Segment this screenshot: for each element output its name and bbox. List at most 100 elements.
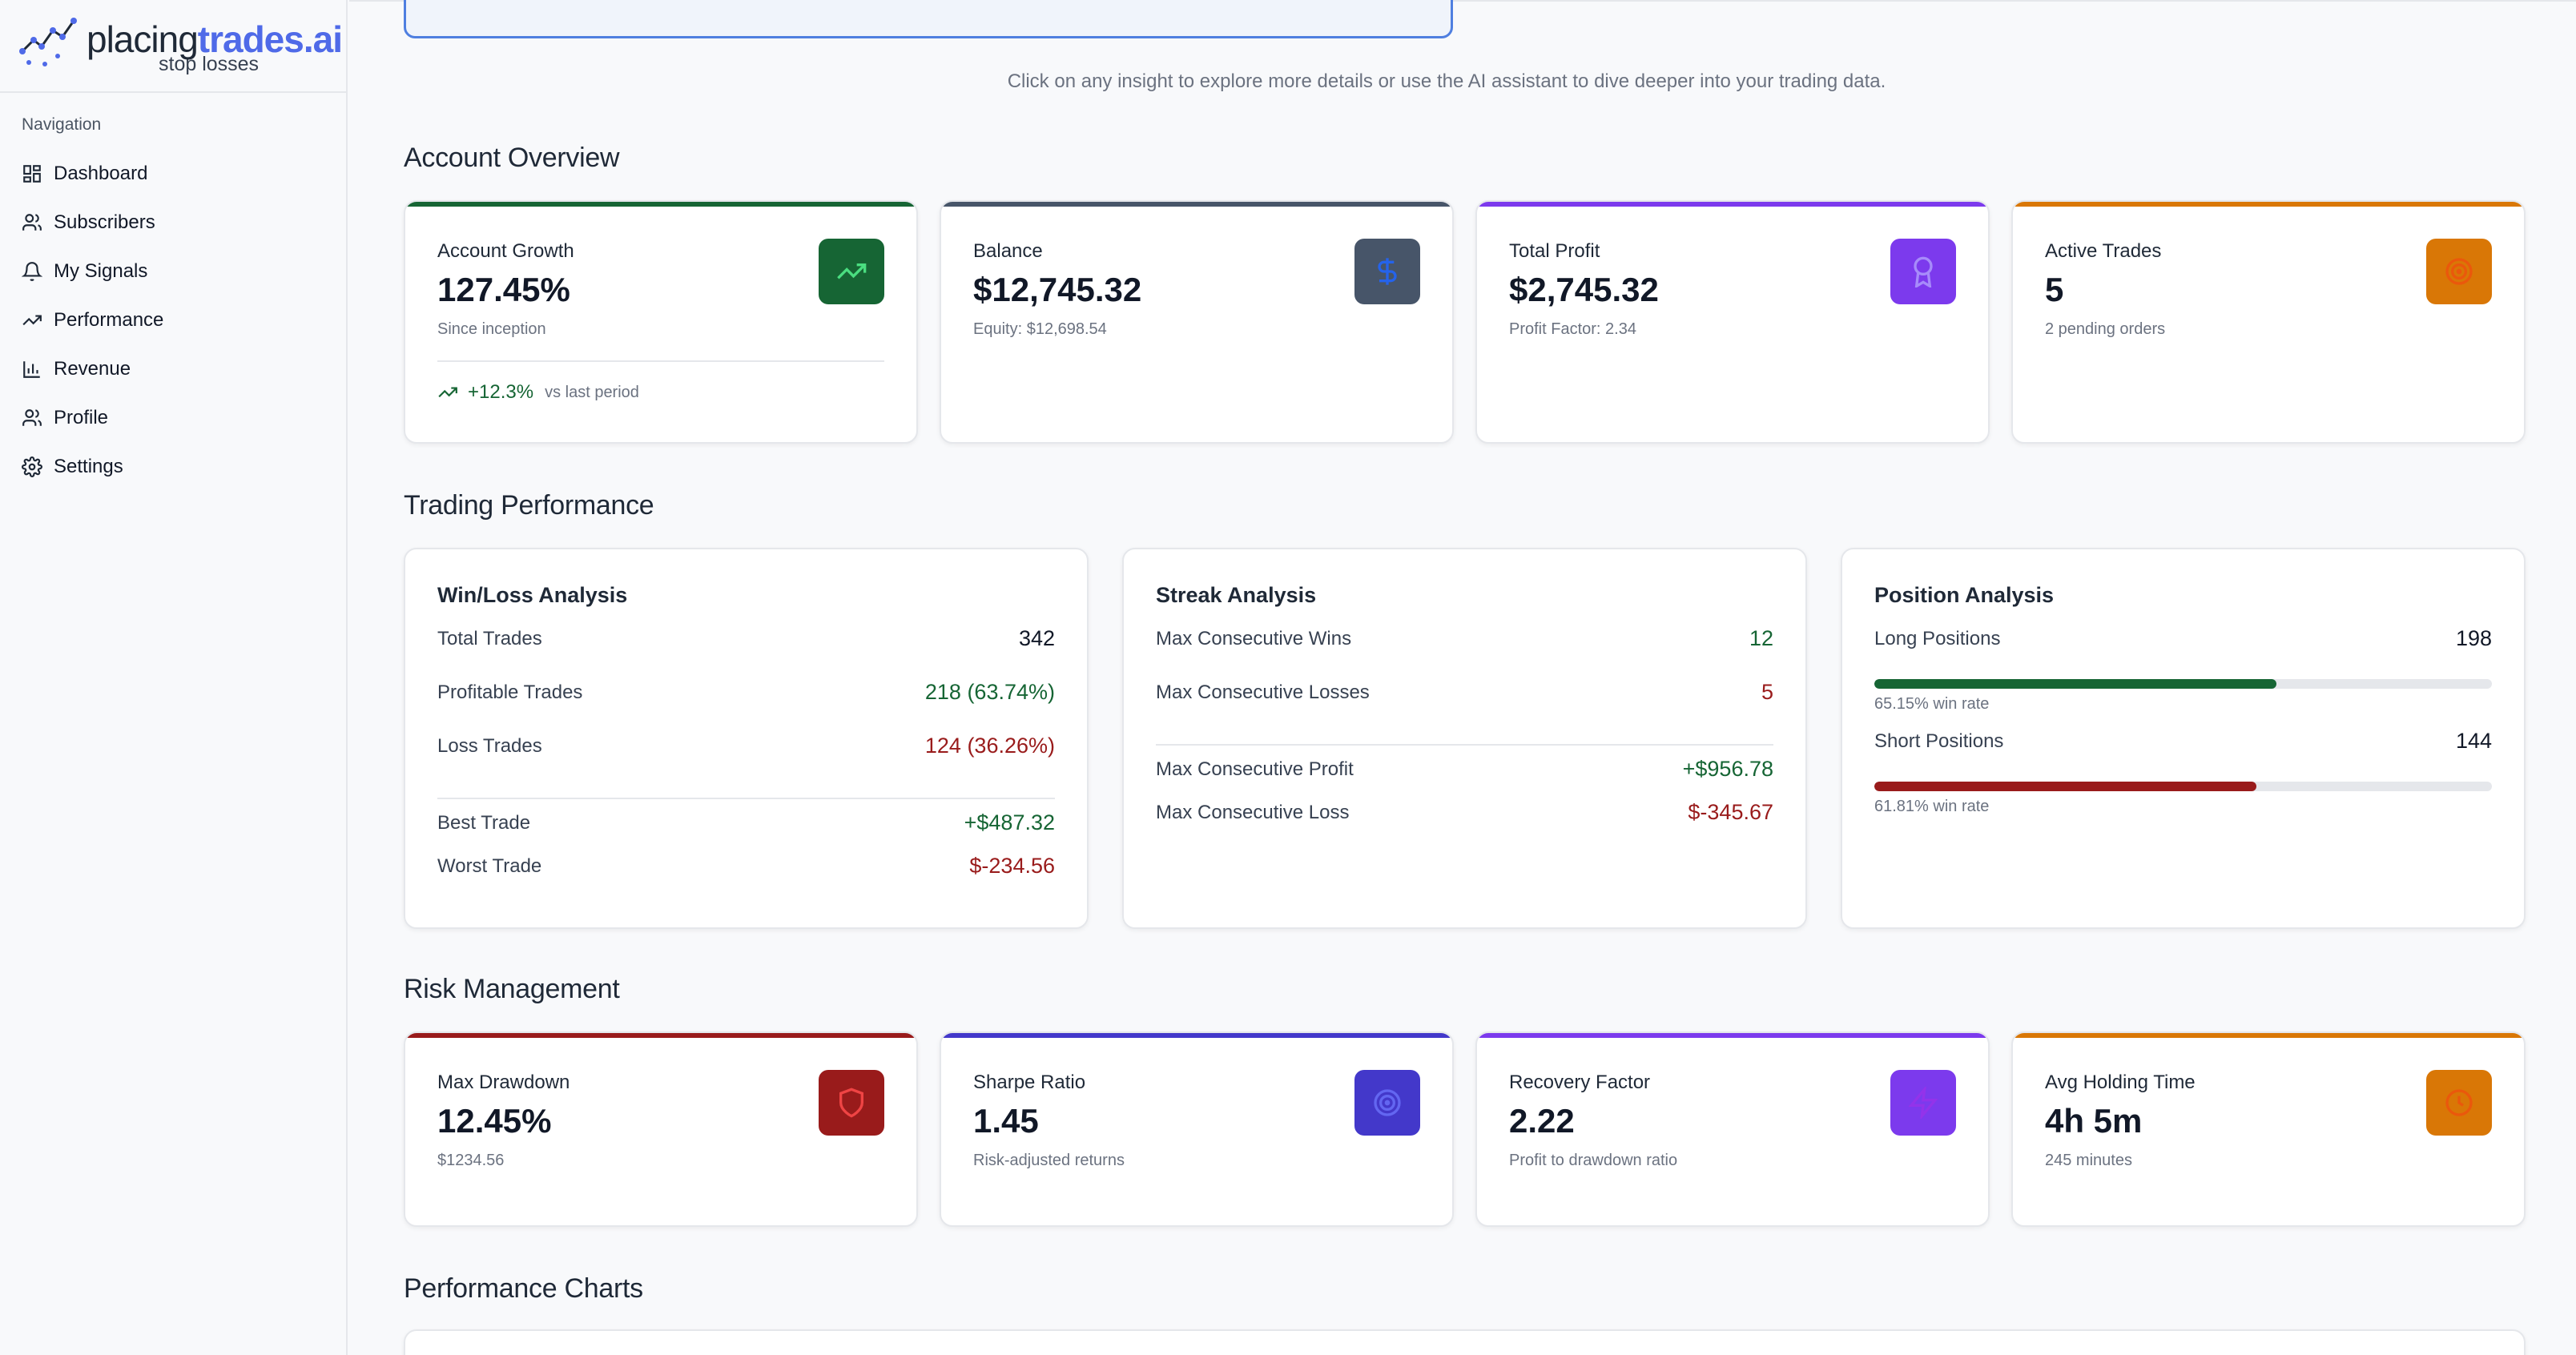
stat-value: 127.45% xyxy=(437,271,570,308)
stat-label: Total Profit xyxy=(1509,240,1600,262)
trending-up-icon xyxy=(438,387,457,398)
insights-panel[interactable] xyxy=(404,0,1453,38)
dollar-icon xyxy=(1354,239,1420,304)
long-progress-bar xyxy=(1874,679,2492,689)
position-analysis-card[interactable]: Position Analysis Long Positions 198 65.… xyxy=(1841,548,2526,929)
section-title-trading-performance: Trading Performance xyxy=(404,490,654,521)
clock-icon xyxy=(2426,1070,2492,1136)
insights-hint: Click on any insight to explore more det… xyxy=(1007,70,1886,92)
performance-charts-card[interactable] xyxy=(404,1329,2526,1355)
gear-icon xyxy=(22,456,42,477)
win-loss-card[interactable]: Win/Loss Analysis Total Trades 342 Profi… xyxy=(404,548,1089,929)
streak-card[interactable]: Streak Analysis Max Consecutive Wins 12 … xyxy=(1122,548,1807,929)
metric-value: $-234.56 xyxy=(969,854,1055,878)
sidebar-item-subscribers[interactable]: Subscribers xyxy=(22,198,326,247)
stat-value: 4h 5m xyxy=(2045,1102,2143,1140)
stat-value: 12.45% xyxy=(437,1102,552,1140)
sidebar-item-label: Performance xyxy=(54,308,164,331)
metric-row: Max Consecutive Wins 12 xyxy=(1156,626,1773,651)
sidebar-item-label: Subscribers xyxy=(54,211,155,233)
shield-icon xyxy=(819,1070,884,1136)
metric-label: Max Consecutive Loss xyxy=(1156,801,1350,823)
metric-label: Worst Trade xyxy=(437,854,542,877)
brand-name-highlight: trades.ai xyxy=(197,18,343,60)
progress-fill xyxy=(1874,782,2256,791)
brand[interactable]: placingtrades.ai stop losses xyxy=(0,0,346,93)
brand-name: placingtrades.ai xyxy=(87,18,343,61)
target-icon xyxy=(1354,1070,1420,1136)
top-divider xyxy=(349,0,2576,2)
metric-value: $-345.67 xyxy=(1688,800,1773,824)
stat-label: Account Growth xyxy=(437,240,574,262)
stat-value: $12,745.32 xyxy=(973,271,1142,308)
trending-up-icon xyxy=(22,315,42,325)
recovery-factor-card[interactable]: Recovery Factor 2.22 Profit to drawdown … xyxy=(1475,1031,1990,1227)
stat-subtext: 2 pending orders xyxy=(2045,320,2166,338)
award-icon xyxy=(1890,239,1956,304)
stat-value: 1.45 xyxy=(973,1102,1039,1140)
users-icon xyxy=(22,408,42,426)
sidebar-item-profile[interactable]: Profile xyxy=(22,393,326,442)
metric-label: Best Trade xyxy=(437,811,531,834)
metric-row: Worst Trade $-234.56 xyxy=(437,854,1055,879)
max-drawdown-card[interactable]: Max Drawdown 12.45% $1234.56 xyxy=(404,1031,918,1227)
card-title: Position Analysis xyxy=(1874,583,2055,607)
total-profit-card[interactable]: Total Profit $2,745.32 Profit Factor: 2.… xyxy=(1475,200,1990,444)
card-accent xyxy=(1477,1033,1988,1038)
card-accent xyxy=(941,202,1452,207)
target-icon xyxy=(2426,239,2492,304)
win-rate-caption: 61.81% win rate xyxy=(1874,798,1990,815)
metric-value: +$956.78 xyxy=(1682,757,1773,781)
stat-subtext: Since inception xyxy=(437,320,546,338)
card-accent xyxy=(1477,202,1988,207)
trend-value: +12.3% xyxy=(468,381,534,403)
metric-value: 144 xyxy=(2455,729,2492,753)
sidebar-item-my-signals[interactable]: My Signals xyxy=(22,247,326,296)
metric-row: Long Positions 198 xyxy=(1874,626,2492,651)
stat-value: 2.22 xyxy=(1509,1102,1575,1140)
card-accent xyxy=(941,1033,1452,1038)
metric-value: 124 (36.26%) xyxy=(924,734,1055,758)
stat-subtext: 245 minutes xyxy=(2045,1152,2132,1169)
sidebar-item-label: Profile xyxy=(54,406,109,428)
card-accent xyxy=(405,1033,916,1038)
divider xyxy=(1156,744,1773,746)
sidebar-item-dashboard[interactable]: Dashboard xyxy=(22,149,326,198)
avg-holding-time-card[interactable]: Avg Holding Time 4h 5m 245 minutes xyxy=(2011,1031,2526,1227)
section-title-performance-charts: Performance Charts xyxy=(404,1273,643,1304)
metric-row: Short Positions 144 xyxy=(1874,729,2492,754)
zap-icon xyxy=(1890,1070,1956,1136)
card-title: Win/Loss Analysis xyxy=(437,583,628,607)
metric-label: Long Positions xyxy=(1874,627,2001,649)
stat-subtext: $1234.56 xyxy=(437,1152,505,1169)
metric-value: 5 xyxy=(1761,680,1773,704)
short-progress-bar xyxy=(1874,782,2492,791)
sidebar-item-settings[interactable]: Settings xyxy=(22,442,326,491)
logo-icon xyxy=(19,18,77,66)
bell-icon xyxy=(22,261,42,281)
sharpe-ratio-card[interactable]: Sharpe Ratio 1.45 Risk-adjusted returns xyxy=(940,1031,1454,1227)
stat-label: Recovery Factor xyxy=(1509,1072,1651,1093)
main-content: Click on any insight to explore more det… xyxy=(349,0,2576,1355)
metric-row: Max Consecutive Profit +$956.78 xyxy=(1156,757,1773,782)
metric-label: Max Consecutive Profit xyxy=(1156,758,1354,780)
stat-subtext: Profit to drawdown ratio xyxy=(1509,1152,1678,1169)
balance-card[interactable]: Balance $12,745.32 Equity: $12,698.54 xyxy=(940,200,1454,444)
account-growth-card[interactable]: Account Growth 127.45% Since inception +… xyxy=(404,200,918,444)
brand-tagline: stop losses xyxy=(159,53,260,75)
stat-subtext: Risk-adjusted returns xyxy=(973,1152,1125,1169)
card-accent xyxy=(405,202,916,207)
dashboard-icon xyxy=(23,164,41,183)
sidebar-item-performance[interactable]: Performance xyxy=(22,296,326,344)
sidebar-item-label: Revenue xyxy=(54,357,131,380)
sidebar-item-label: Settings xyxy=(54,455,123,477)
card-accent xyxy=(2013,1033,2524,1038)
divider xyxy=(437,798,1055,799)
metric-value: 218 (63.74%) xyxy=(924,680,1055,704)
trend-note: vs last period xyxy=(545,383,639,401)
stat-value: 5 xyxy=(2045,271,2064,308)
stat-label: Sharpe Ratio xyxy=(973,1072,1086,1093)
active-trades-card[interactable]: Active Trades 5 2 pending orders xyxy=(2011,200,2526,444)
sidebar-item-revenue[interactable]: Revenue xyxy=(22,344,326,393)
stat-label: Max Drawdown xyxy=(437,1072,570,1093)
